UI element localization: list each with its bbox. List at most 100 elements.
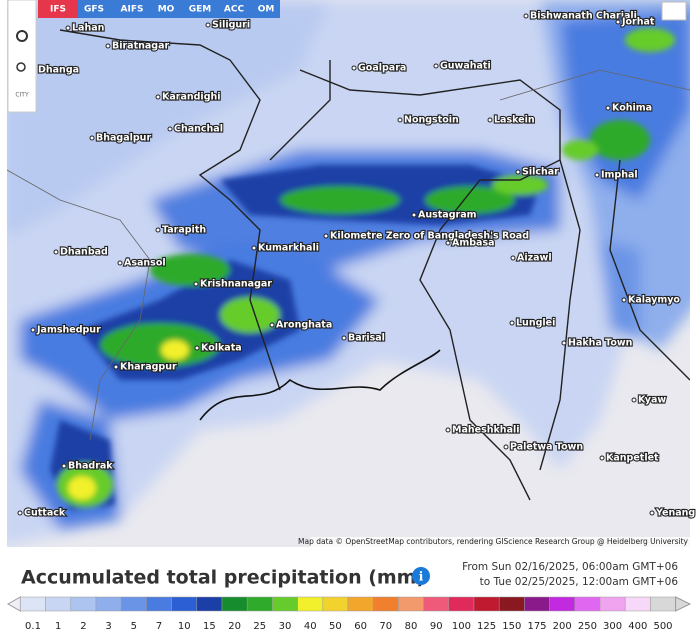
city-label: Kolkata (201, 343, 242, 354)
legend-label: 70 (379, 621, 392, 632)
model-tab-label[interactable]: GFS (84, 5, 104, 15)
map-tools (7, 0, 37, 113)
city-marker (155, 227, 161, 233)
legend-swatch (398, 596, 424, 612)
city-label: Bishwanath Chariali (530, 11, 637, 22)
legend-label: 2 (80, 621, 86, 632)
city-label: Jorhat (621, 17, 655, 28)
city-label: Lahan (72, 23, 105, 34)
city-label: Tarapith (162, 225, 206, 236)
city-label: Kyaw (638, 395, 666, 406)
legend-swatch (246, 596, 273, 612)
city-marker (113, 364, 119, 370)
city-label: Kohima (612, 103, 652, 114)
zoom-button[interactable] (16, 62, 26, 72)
legend-swatch (549, 596, 576, 612)
legend-swatch (45, 596, 72, 612)
legend-label: 15 (203, 621, 216, 632)
legend-swatch (347, 596, 374, 612)
city-marker (61, 463, 67, 469)
city-marker (17, 510, 23, 516)
city-marker (269, 322, 275, 328)
legend-swatch (272, 596, 298, 612)
city-marker (523, 13, 529, 19)
legend-swatch (120, 596, 147, 612)
city-marker (194, 345, 200, 351)
city-marker (487, 117, 493, 123)
city-marker (445, 240, 451, 246)
city-marker (397, 117, 403, 123)
city-label: Lunglei (516, 318, 555, 329)
legend-label: 5 (131, 621, 137, 632)
legend-label: 40 (304, 621, 317, 632)
model-tab-label[interactable]: GEM (189, 5, 212, 15)
city-label: Kharagpur (120, 362, 177, 373)
city-marker (351, 65, 357, 71)
city-marker (193, 281, 199, 287)
legend-label: 200 (553, 621, 572, 632)
city-label: Biratnagar (112, 41, 170, 52)
city-label: Cuttack (24, 508, 66, 519)
legend-label: 10 (178, 621, 191, 632)
legend-swatch (95, 596, 122, 612)
legend-arrow-right (675, 596, 692, 612)
legend-label: 25 (253, 621, 266, 632)
city-button[interactable]: CITY (15, 92, 29, 99)
info-button[interactable] (412, 567, 430, 585)
city-label: Austagram (418, 210, 477, 221)
city-marker (445, 427, 451, 433)
city-marker (510, 255, 516, 261)
legend-swatch (574, 596, 601, 612)
city-label: Chanchal (174, 124, 223, 135)
city-label: Kilometre Zero of Bangladesh's Road (330, 231, 529, 242)
legend-swatch (599, 596, 626, 612)
model-tab-label[interactable]: ACC (224, 5, 245, 15)
model-tab-label[interactable]: OM (258, 5, 275, 15)
legend-label: 80 (405, 621, 418, 632)
model-tabs[interactable] (78, 0, 280, 18)
legend-swatch (624, 596, 651, 612)
legend-swatch (473, 596, 500, 612)
city-marker (649, 510, 655, 516)
city-label: Paletwa Town (510, 442, 583, 453)
city-label: Bhadrak (68, 461, 113, 472)
legend-label: 0.1 (25, 621, 41, 632)
model-tab-label[interactable]: AIFS (121, 5, 144, 15)
city-marker (433, 63, 439, 69)
model-tab-label[interactable]: MO (158, 5, 175, 15)
city-marker (561, 340, 567, 346)
city-label: Kalaymyo (628, 295, 680, 306)
city-label: Aronghata (276, 320, 332, 331)
city-marker (117, 260, 123, 266)
city-marker (105, 43, 111, 49)
model-tab[interactable] (38, 0, 78, 18)
legend-label: 30 (279, 621, 292, 632)
locate-button[interactable] (16, 30, 28, 42)
legend-swatch (70, 596, 97, 612)
legend-arrow-left (6, 596, 21, 612)
legend-label: 175 (527, 621, 546, 632)
city-label: Krishnanagar (200, 279, 272, 290)
date-to: to Tue 02/25/2025, 12:00am GMT+06 (480, 576, 679, 588)
city-label: Asansol (124, 258, 166, 269)
legend-label: 50 (329, 621, 342, 632)
model-tab-label[interactable]: IFS (50, 5, 66, 15)
city-label: Silchar (522, 167, 559, 178)
city-label: Yenang (655, 508, 695, 519)
city-marker (515, 169, 521, 175)
city-marker (65, 25, 71, 31)
legend-label: 7 (156, 621, 162, 632)
city-label: Dhanga (38, 65, 79, 76)
title: Accumulated total precipitation (mm) (21, 567, 425, 589)
city-marker (155, 94, 161, 100)
city-marker (621, 297, 627, 303)
city-label: Goalpara (358, 63, 406, 74)
legend-label: 1 (55, 621, 61, 632)
legend-label: 150 (502, 621, 521, 632)
legend-swatch (372, 596, 399, 612)
legend-label: 90 (430, 621, 443, 632)
city-marker (411, 212, 417, 218)
share-button[interactable] (661, 1, 687, 21)
legend-swatch (650, 596, 676, 612)
